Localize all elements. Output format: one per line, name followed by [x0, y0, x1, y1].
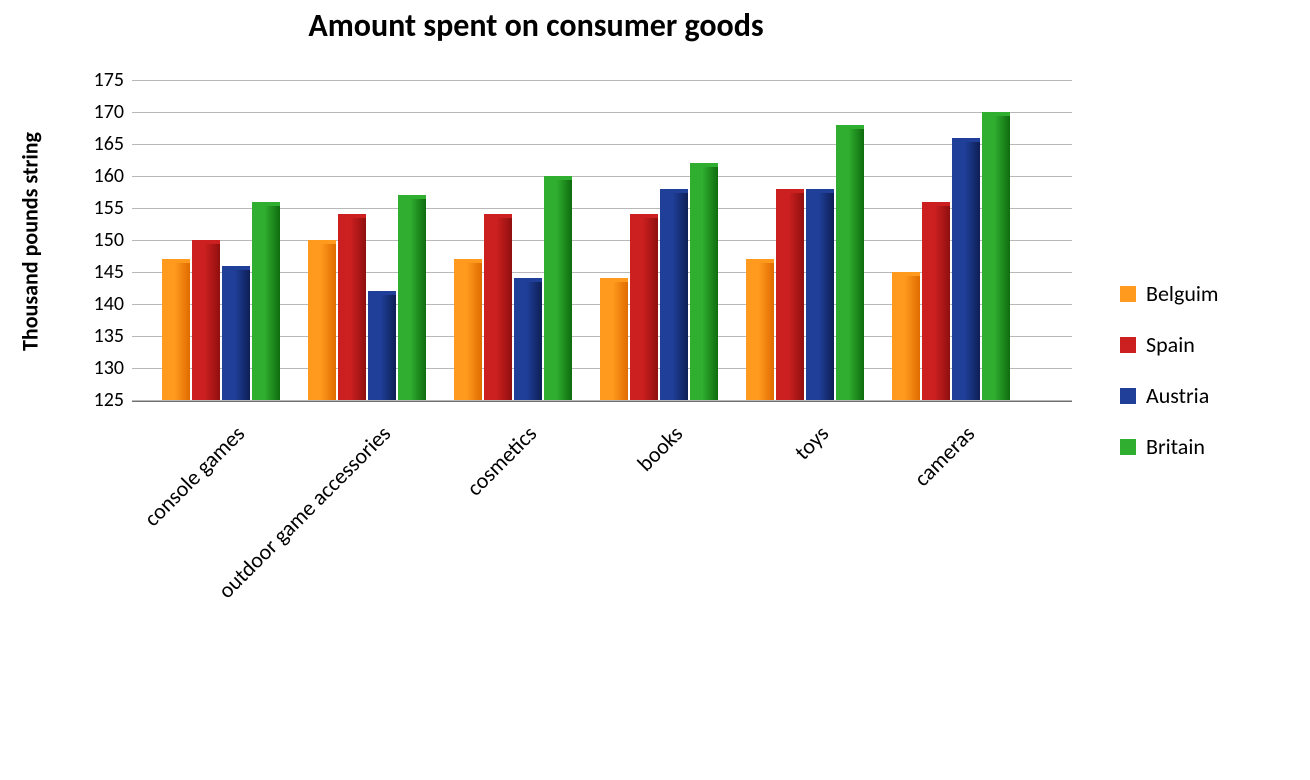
bar	[892, 272, 920, 400]
bar	[162, 259, 190, 400]
bar	[630, 214, 658, 400]
y-tick-label: 165	[94, 132, 132, 156]
bar	[544, 176, 572, 400]
bar	[982, 112, 1010, 400]
legend-swatch	[1120, 337, 1136, 353]
bar	[192, 240, 220, 400]
legend-swatch	[1120, 439, 1136, 455]
bar	[222, 266, 250, 400]
y-tick-label: 150	[94, 228, 132, 252]
legend-label: Britain	[1146, 433, 1205, 460]
bar	[600, 278, 628, 400]
bar-group	[892, 112, 1012, 400]
bar	[952, 138, 980, 400]
legend-item: Spain	[1120, 331, 1219, 358]
y-axis-label: Thousand pounds string	[17, 82, 44, 402]
y-tick-label: 175	[94, 68, 132, 92]
bar	[368, 291, 396, 400]
legend: Belguim Spain Austria Britain	[1120, 280, 1219, 484]
bar-group	[746, 125, 866, 400]
bar	[776, 189, 804, 400]
bar-group	[600, 163, 720, 400]
bar-group	[454, 176, 574, 400]
bar	[252, 202, 280, 400]
legend-label: Austria	[1146, 382, 1209, 409]
y-tick-label: 170	[94, 100, 132, 124]
y-tick-label: 125	[94, 388, 132, 412]
chart-title: Amount spent on consumer goods	[0, 6, 1072, 45]
y-tick-label: 140	[94, 292, 132, 316]
bar	[398, 195, 426, 400]
bar	[484, 214, 512, 400]
y-tick-label: 130	[94, 356, 132, 380]
bar	[308, 240, 336, 400]
gridline	[132, 400, 1072, 401]
plot-area: 125130135140145150155160165170175console…	[132, 80, 1072, 402]
legend-item: Britain	[1120, 433, 1219, 460]
y-tick-label: 160	[94, 164, 132, 188]
legend-item: Belguim	[1120, 280, 1219, 307]
bar-group	[162, 202, 282, 400]
bar	[690, 163, 718, 400]
legend-label: Spain	[1146, 331, 1195, 358]
bar-group	[308, 195, 428, 400]
bar	[746, 259, 774, 400]
y-tick-label: 155	[94, 196, 132, 220]
bar	[514, 278, 542, 400]
legend-item: Austria	[1120, 382, 1219, 409]
bar	[922, 202, 950, 400]
y-tick-label: 135	[94, 324, 132, 348]
bar	[454, 259, 482, 400]
legend-swatch	[1120, 286, 1136, 302]
bar	[660, 189, 688, 400]
bar	[806, 189, 834, 400]
gridline	[132, 80, 1072, 81]
y-tick-label: 145	[94, 260, 132, 284]
bar	[836, 125, 864, 400]
legend-swatch	[1120, 388, 1136, 404]
bar	[338, 214, 366, 400]
legend-label: Belguim	[1146, 280, 1219, 307]
